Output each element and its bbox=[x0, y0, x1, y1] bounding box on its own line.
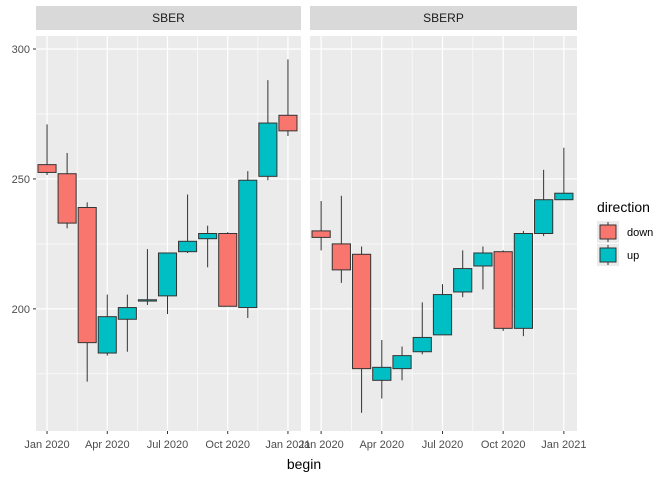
facet-strip-label: SBERP bbox=[423, 11, 464, 25]
x-tick-label: Oct 2020 bbox=[481, 439, 526, 451]
x-tick-label: Jan 2021 bbox=[541, 439, 586, 451]
candle-down bbox=[311, 201, 331, 251]
candle-body bbox=[157, 252, 178, 297]
candle-body bbox=[258, 122, 278, 177]
panel-sberp: SBERP bbox=[310, 6, 577, 431]
candle-body bbox=[117, 307, 137, 320]
panel-background bbox=[36, 36, 301, 431]
candle-up bbox=[534, 169, 554, 237]
candle-body bbox=[97, 316, 117, 354]
candle-body bbox=[238, 179, 258, 309]
x-tick-label: Apr 2020 bbox=[359, 439, 404, 451]
candle-body bbox=[178, 240, 198, 253]
legend-label: down bbox=[627, 227, 653, 239]
legend-label: up bbox=[627, 250, 639, 262]
x-axis-title: begin bbox=[287, 456, 321, 472]
candle-up bbox=[432, 284, 453, 336]
candle-body bbox=[218, 233, 238, 307]
candle-body bbox=[198, 233, 218, 240]
candle-down bbox=[351, 246, 372, 413]
candle-up bbox=[178, 194, 198, 253]
x-tick-label: Oct 2020 bbox=[205, 439, 250, 451]
y-axis: 200 250 300 bbox=[12, 44, 36, 316]
candle-body bbox=[37, 164, 57, 173]
candle-up bbox=[392, 346, 412, 381]
facet-strip bbox=[310, 6, 577, 30]
candle-up bbox=[453, 250, 473, 298]
candle-body bbox=[554, 192, 574, 201]
candle-down bbox=[493, 250, 513, 331]
candle-up bbox=[198, 225, 218, 268]
x-tick-label: Apr 2020 bbox=[85, 439, 130, 451]
candle-body bbox=[534, 199, 554, 234]
candle-down bbox=[278, 59, 298, 137]
panel-sber: SBER bbox=[36, 6, 301, 431]
candle-up bbox=[97, 294, 117, 356]
facet-panels: SBER SBERP bbox=[36, 6, 577, 431]
candle-body bbox=[432, 294, 453, 336]
candle-up bbox=[554, 147, 574, 201]
candle-body bbox=[473, 252, 493, 267]
x-tick-label: Jan 2020 bbox=[24, 439, 69, 451]
candle-up bbox=[372, 340, 392, 399]
legend-item-down: down bbox=[597, 221, 653, 243]
candle-body bbox=[392, 355, 412, 370]
legend: direction down up bbox=[597, 199, 653, 266]
facet-strip bbox=[36, 6, 301, 30]
x-axis: Jan 2020 Apr 2020 Jul 2020 Oct 2020 Jan 2021… bbox=[24, 431, 586, 451]
candle-up bbox=[137, 249, 157, 305]
candle-down bbox=[331, 195, 351, 283]
x-tick-label: Jan 2020 bbox=[298, 439, 343, 451]
candle-body bbox=[311, 230, 331, 238]
candle-body bbox=[493, 251, 513, 329]
candle-body bbox=[513, 233, 534, 329]
legend-title: direction bbox=[597, 199, 650, 215]
candle-up bbox=[157, 252, 178, 315]
legend-key-swatch bbox=[599, 224, 617, 240]
candle-down bbox=[57, 152, 77, 229]
candle-down bbox=[37, 124, 57, 176]
y-tick-label: 200 bbox=[12, 304, 30, 316]
legend-item-up: up bbox=[597, 244, 639, 266]
candle-body bbox=[351, 253, 372, 370]
candle-down bbox=[77, 202, 97, 382]
facet-strip-label: SBER bbox=[152, 11, 185, 25]
candle-up bbox=[473, 246, 493, 290]
legend-key-swatch bbox=[599, 247, 617, 263]
candle-up bbox=[513, 230, 534, 337]
candle-body bbox=[278, 114, 298, 132]
y-tick-label: 250 bbox=[12, 174, 30, 186]
y-tick-label: 300 bbox=[12, 44, 30, 56]
x-tick-label: Jan 2021 bbox=[265, 439, 310, 451]
x-tick-label: Jul 2020 bbox=[147, 439, 189, 451]
x-tick-label: Jul 2020 bbox=[422, 439, 464, 451]
candle-body bbox=[372, 366, 392, 381]
candle-body bbox=[412, 336, 432, 353]
candle-up bbox=[238, 171, 258, 318]
candle-body bbox=[137, 299, 157, 302]
candle-up bbox=[258, 80, 278, 181]
candle-down bbox=[218, 232, 238, 307]
candle-body bbox=[77, 207, 97, 344]
candle-body bbox=[57, 173, 77, 224]
candle-up bbox=[412, 302, 432, 355]
candle-body bbox=[453, 268, 473, 293]
candle-body bbox=[331, 243, 351, 271]
candle-up bbox=[117, 294, 137, 352]
